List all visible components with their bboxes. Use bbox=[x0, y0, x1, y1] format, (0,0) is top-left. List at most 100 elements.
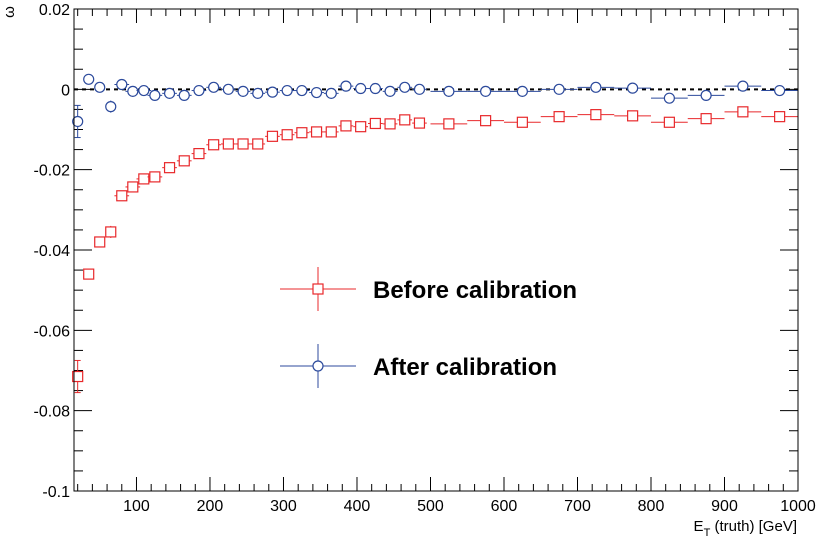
data-point bbox=[650, 116, 688, 128]
circle-marker bbox=[208, 81, 220, 93]
square-marker bbox=[340, 120, 352, 132]
square-marker bbox=[663, 116, 675, 128]
x-axis-title: ET (truth) [GeV] bbox=[694, 518, 797, 539]
data-point bbox=[353, 121, 369, 133]
square-marker bbox=[310, 126, 323, 138]
legend-entry-before: Before calibration bbox=[280, 267, 577, 311]
x-axis-title-sub: T bbox=[704, 527, 711, 539]
x-tick-label: 300 bbox=[270, 498, 297, 515]
data-point bbox=[191, 84, 207, 97]
square-marker bbox=[516, 116, 528, 128]
circle-marker bbox=[325, 87, 337, 99]
data-point bbox=[687, 89, 725, 101]
square-marker bbox=[208, 139, 220, 151]
circle-marker bbox=[443, 85, 455, 97]
circle-marker bbox=[590, 81, 602, 93]
data-point bbox=[162, 87, 177, 99]
circle-marker bbox=[663, 92, 675, 104]
x-axis-title-rest: (truth) [GeV] bbox=[710, 518, 797, 535]
square-marker bbox=[443, 118, 455, 130]
square-marker bbox=[384, 118, 396, 130]
y-tick-label: -0.02 bbox=[34, 163, 71, 180]
circle-marker bbox=[516, 85, 528, 97]
data-point bbox=[614, 110, 651, 122]
data-point bbox=[265, 86, 280, 98]
data-point bbox=[412, 117, 427, 129]
y-tick-label: 0 bbox=[61, 82, 70, 99]
legend-before-marker bbox=[312, 283, 324, 295]
data-point bbox=[235, 85, 251, 97]
square-marker bbox=[774, 111, 786, 123]
circle-marker bbox=[369, 82, 381, 95]
data-point bbox=[206, 81, 222, 93]
circle-marker bbox=[105, 101, 117, 113]
square-marker bbox=[413, 117, 426, 129]
data-point bbox=[353, 82, 369, 95]
square-marker bbox=[399, 114, 411, 126]
square-marker bbox=[72, 370, 84, 383]
axis-ticks: 0.02 0 -0.02 -0.04 -0.06 -0.08 -0.1 100 200 300 40… bbox=[34, 2, 816, 515]
data-point bbox=[294, 127, 310, 139]
square-marker bbox=[480, 115, 492, 127]
legend: Before calibration After calibration bbox=[280, 267, 577, 388]
square-marker bbox=[266, 130, 279, 142]
data-point bbox=[503, 116, 541, 128]
data-point bbox=[761, 84, 798, 97]
circle-marker bbox=[480, 85, 492, 97]
data-point bbox=[577, 81, 615, 93]
circle-marker bbox=[163, 87, 176, 99]
square-marker bbox=[222, 138, 234, 150]
square-marker bbox=[193, 148, 205, 160]
square-marker bbox=[590, 109, 602, 121]
data-point bbox=[309, 126, 324, 138]
circle-marker bbox=[700, 89, 712, 101]
x-tick-label: 1000 bbox=[780, 498, 816, 515]
data-point bbox=[279, 129, 295, 141]
data-point bbox=[323, 87, 339, 99]
square-marker bbox=[627, 110, 639, 122]
data-point bbox=[147, 89, 163, 101]
data-point bbox=[687, 113, 725, 125]
square-marker bbox=[237, 138, 249, 150]
data-point bbox=[191, 148, 207, 160]
y-tick-label: -0.1 bbox=[42, 484, 70, 501]
data-point bbox=[540, 111, 578, 123]
square-marker bbox=[163, 162, 176, 174]
square-marker bbox=[737, 106, 749, 118]
data-point bbox=[368, 82, 383, 95]
data-point bbox=[105, 100, 117, 113]
square-marker bbox=[281, 129, 293, 141]
data-point bbox=[294, 84, 310, 97]
circle-marker bbox=[384, 85, 396, 97]
square-marker bbox=[138, 173, 150, 185]
data-point bbox=[136, 173, 152, 185]
x-tick-label: 500 bbox=[417, 498, 444, 515]
data-point bbox=[83, 268, 95, 280]
circle-marker bbox=[413, 83, 426, 95]
square-marker bbox=[105, 226, 117, 238]
data-point bbox=[176, 155, 192, 167]
data-point bbox=[176, 89, 192, 101]
x-tick-label: 100 bbox=[123, 498, 150, 515]
legend-entry-after: After calibration bbox=[280, 344, 557, 388]
square-marker bbox=[252, 138, 264, 150]
x-tick-label: 800 bbox=[638, 498, 665, 515]
circle-marker bbox=[237, 85, 249, 97]
data-point bbox=[221, 83, 236, 95]
circle-marker bbox=[94, 81, 106, 93]
circle-marker bbox=[178, 89, 190, 101]
square-marker bbox=[83, 268, 95, 280]
data-point bbox=[136, 84, 152, 97]
data-point bbox=[221, 138, 236, 150]
square-marker bbox=[149, 171, 161, 183]
data-point bbox=[105, 225, 117, 238]
data-point bbox=[72, 104, 84, 139]
data-point bbox=[309, 86, 324, 99]
circle-marker bbox=[252, 87, 264, 99]
y-axis-title: ω bbox=[1, 6, 18, 18]
data-point bbox=[162, 162, 177, 174]
circle-marker bbox=[296, 84, 308, 97]
series-after-calibration bbox=[72, 73, 798, 139]
data-point bbox=[323, 126, 339, 138]
